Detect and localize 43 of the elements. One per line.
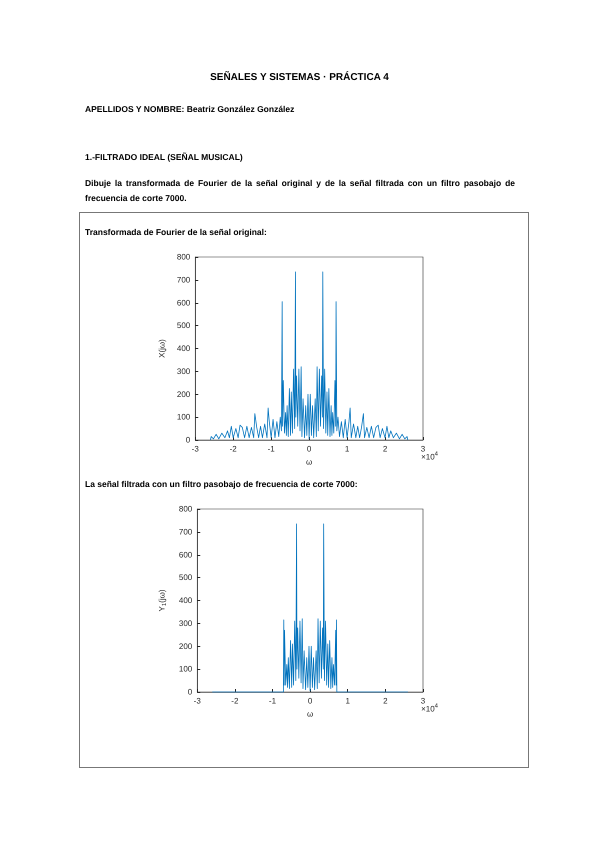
y-tick-label: 200: [176, 390, 191, 399]
y-tick-label: 400: [178, 596, 193, 605]
y-tick-label: 600: [176, 298, 191, 308]
x-tick-label: 2: [383, 696, 388, 706]
y-tick-label: 500: [176, 321, 191, 330]
x-axis-title: ω: [306, 457, 312, 466]
y-tick-label: 300: [176, 366, 191, 376]
line-series: [210, 271, 408, 440]
y-axis-title: X(jω): [158, 338, 166, 358]
x-tick-label: 0: [306, 444, 312, 454]
x-tick-label: -1: [268, 444, 276, 454]
x-tick-label: -3: [192, 444, 200, 454]
x-tick-label: -2: [231, 696, 239, 706]
y-tick-label: 700: [178, 527, 193, 536]
y-tick-label: 100: [176, 412, 191, 422]
text: Dibuje la transformada de Fourier de la señal original y de la señal filtrada con un filtro pasobajo de frecuencia de corte 7000.: [85, 177, 515, 205]
y-tick-label: 200: [178, 642, 193, 651]
y-tick-label: 300: [178, 618, 193, 628]
y-tick-label: 500: [178, 573, 193, 582]
y-tick-label: 100: [178, 664, 193, 674]
chart-title: La señal filtrada con un filtro pasobajo de frecuencia de corte 7000:: [85, 479, 358, 489]
y-tick-label: 400: [176, 344, 191, 353]
x-tick-label: 0: [308, 696, 313, 706]
x-tick-label: -2: [230, 444, 238, 454]
line-series: [212, 523, 408, 692]
x-axis-title: ω: [307, 709, 314, 718]
y-tick-label: 600: [178, 550, 193, 560]
x-tick-label: 3: [420, 444, 426, 454]
x-tick-label: 1: [346, 696, 351, 706]
x-tick-label: -3: [194, 696, 202, 706]
y-tick-label: 800: [176, 252, 191, 262]
x-tick-label: 2: [382, 444, 388, 454]
x-tick-label: 1: [344, 444, 350, 454]
x-tick-label: -1: [268, 696, 277, 706]
text: SEÑALES Y SISTEMAS · PRÁCTICA 4: [209, 72, 390, 83]
x-tick-label: 3: [420, 696, 426, 706]
y-tick-label: 0: [188, 688, 193, 696]
text: 1.-FILTRADO IDEAL (SEÑAL MUSICAL): [85, 152, 243, 162]
text: APELLIDOS Y NOMBRE: Beatriz González González: [85, 104, 294, 114]
chart-title: Transformada de Fourier de la señal original:: [85, 227, 267, 237]
y-tick-label: 800: [178, 504, 193, 514]
y-tick-label: 700: [176, 275, 191, 284]
y-tick-label: 0: [186, 436, 191, 444]
